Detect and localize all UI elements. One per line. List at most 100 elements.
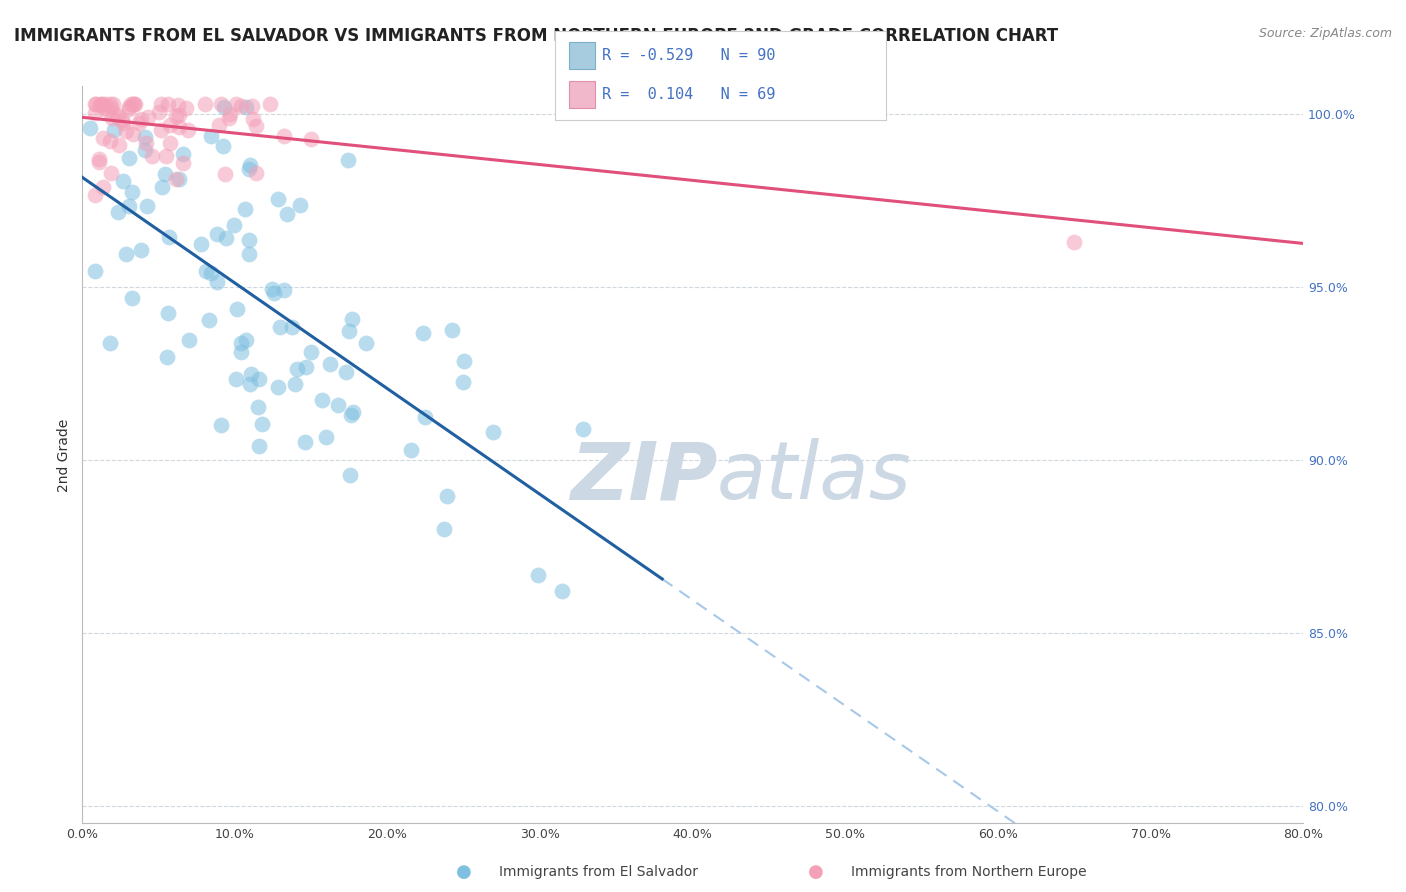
Point bbox=[83, 96, 105, 111]
Point bbox=[159, 229, 181, 244]
Point bbox=[219, 107, 242, 121]
Point bbox=[263, 285, 285, 300]
Point bbox=[149, 123, 172, 137]
Point bbox=[98, 134, 121, 148]
Point bbox=[399, 442, 422, 457]
Text: IMMIGRANTS FROM EL SALVADOR VS IMMIGRANTS FROM NORTHERN EUROPE 2ND GRADE CORRELA: IMMIGRANTS FROM EL SALVADOR VS IMMIGRANT… bbox=[14, 27, 1059, 45]
Point bbox=[111, 112, 134, 127]
Text: R =  0.104   N = 69: R = 0.104 N = 69 bbox=[602, 87, 775, 102]
Point bbox=[118, 100, 141, 114]
Point bbox=[84, 264, 107, 278]
Point bbox=[273, 128, 295, 143]
Point bbox=[215, 231, 238, 245]
Point bbox=[167, 108, 190, 122]
Point bbox=[153, 167, 176, 181]
Point bbox=[571, 422, 593, 436]
Point bbox=[252, 417, 274, 431]
Point bbox=[90, 96, 112, 111]
Point bbox=[129, 243, 152, 257]
Text: Source: ZipAtlas.com: Source: ZipAtlas.com bbox=[1258, 27, 1392, 40]
Point bbox=[340, 408, 363, 422]
Point bbox=[205, 227, 228, 241]
Text: atlas: atlas bbox=[717, 438, 912, 516]
Point bbox=[79, 121, 101, 136]
Point bbox=[150, 96, 173, 111]
Point bbox=[105, 108, 128, 122]
Point bbox=[239, 367, 262, 381]
Point bbox=[108, 137, 131, 152]
Y-axis label: 2nd Grade: 2nd Grade bbox=[58, 418, 72, 491]
Point bbox=[218, 111, 240, 125]
Point bbox=[101, 111, 124, 125]
Point bbox=[225, 372, 247, 386]
Point bbox=[89, 153, 111, 167]
Point bbox=[229, 99, 252, 113]
Point bbox=[280, 319, 302, 334]
Point bbox=[107, 205, 129, 219]
Point bbox=[84, 106, 107, 120]
Point bbox=[135, 199, 157, 213]
Point bbox=[194, 96, 217, 111]
Point bbox=[91, 131, 114, 145]
Point bbox=[167, 97, 190, 112]
Point bbox=[120, 96, 142, 111]
Point bbox=[190, 236, 212, 251]
Point bbox=[240, 99, 263, 113]
Point bbox=[165, 172, 187, 186]
Point bbox=[103, 123, 125, 137]
Point bbox=[159, 119, 181, 133]
Point bbox=[91, 179, 114, 194]
Point bbox=[247, 400, 270, 414]
Point bbox=[101, 96, 124, 111]
Point bbox=[208, 118, 231, 132]
Point bbox=[115, 246, 138, 260]
Point bbox=[453, 353, 475, 368]
Point bbox=[229, 336, 252, 351]
Point bbox=[172, 147, 194, 161]
Point bbox=[294, 434, 316, 449]
Point bbox=[122, 96, 145, 111]
Point bbox=[124, 96, 146, 111]
Point bbox=[165, 109, 187, 123]
Point bbox=[212, 100, 235, 114]
Point bbox=[233, 202, 256, 216]
Point bbox=[481, 425, 503, 439]
Point bbox=[135, 136, 157, 150]
Point bbox=[128, 116, 150, 130]
Point bbox=[152, 180, 174, 194]
Point bbox=[93, 101, 115, 115]
Point bbox=[148, 104, 170, 119]
Point bbox=[294, 359, 316, 374]
Point bbox=[118, 199, 141, 213]
Point bbox=[98, 104, 121, 119]
Point bbox=[141, 149, 163, 163]
Point bbox=[211, 138, 233, 153]
Point bbox=[238, 161, 260, 176]
Point bbox=[100, 166, 122, 180]
Text: Immigrants from Northern Europe: Immigrants from Northern Europe bbox=[851, 865, 1087, 880]
Point bbox=[245, 165, 267, 179]
Point bbox=[200, 129, 222, 144]
Point bbox=[136, 110, 159, 124]
Point bbox=[283, 377, 305, 392]
Point bbox=[156, 351, 179, 365]
Point bbox=[134, 143, 156, 157]
Point bbox=[337, 153, 360, 168]
Text: R = -0.529   N = 90: R = -0.529 N = 90 bbox=[602, 48, 775, 62]
Point bbox=[205, 275, 228, 289]
Text: ●: ● bbox=[807, 863, 824, 881]
Point bbox=[436, 489, 458, 503]
Point bbox=[229, 344, 252, 359]
Point bbox=[432, 522, 454, 536]
Point bbox=[87, 154, 110, 169]
Point bbox=[354, 336, 377, 351]
Point bbox=[311, 392, 333, 407]
Text: ●: ● bbox=[456, 863, 472, 881]
Point bbox=[89, 98, 111, 112]
Point bbox=[267, 192, 290, 206]
Point bbox=[342, 405, 364, 419]
Point bbox=[121, 291, 143, 305]
Point bbox=[226, 301, 249, 316]
Point bbox=[222, 218, 245, 232]
Point bbox=[451, 376, 474, 390]
